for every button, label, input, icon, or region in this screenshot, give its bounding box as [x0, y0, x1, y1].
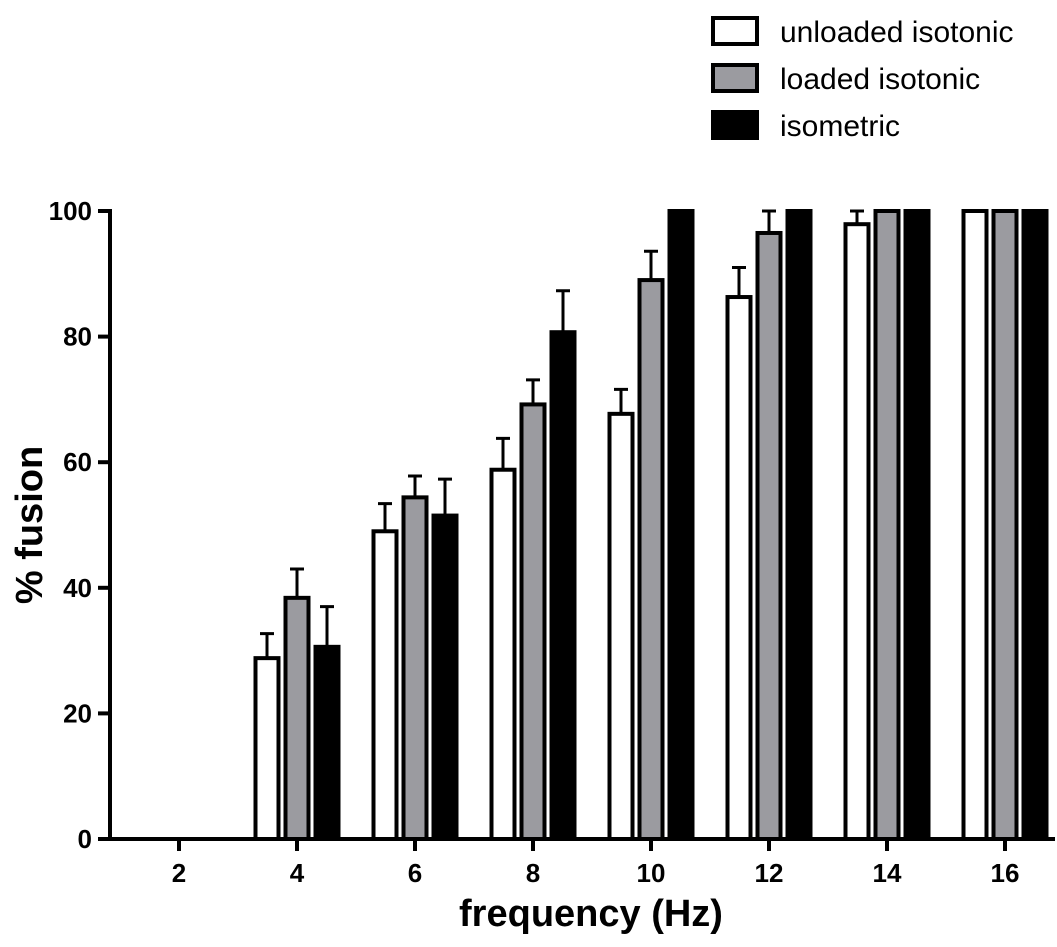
- bar-loaded-isotonic-10: [637, 278, 665, 841]
- x-axis-title: frequency (Hz): [459, 893, 723, 935]
- y-tick-label: 0: [78, 824, 92, 854]
- bar-isometric-16: [1021, 209, 1049, 841]
- error-bar-unloaded-isotonic-8: [496, 436, 510, 470]
- legend-swatch: [711, 63, 759, 93]
- y-tick-label: 60: [63, 447, 92, 477]
- error-bar-unloaded-isotonic-10: [614, 387, 628, 414]
- bar-unloaded-isotonic-4: [253, 656, 281, 841]
- bar-loaded-isotonic-14: [873, 209, 901, 841]
- error-bar-unloaded-isotonic-4: [260, 632, 274, 659]
- y-axis: 0 20 40 60 80 100: [49, 196, 112, 854]
- x-tick-label: 6: [408, 858, 422, 888]
- error-bar-isometric-6: [438, 477, 452, 516]
- legend-label: loaded isotonic: [780, 63, 980, 96]
- y-tick-label: 20: [63, 698, 92, 728]
- bar-unloaded-isotonic-8: [489, 467, 517, 841]
- error-bar-unloaded-isotonic-6: [378, 502, 392, 532]
- bar-loaded-isotonic-12: [755, 230, 783, 842]
- bar-loaded-isotonic-8: [519, 402, 547, 841]
- legend-label: unloaded isotonic: [780, 16, 1014, 49]
- bar-loaded-isotonic-4: [283, 595, 311, 842]
- error-bar-loaded-isotonic-12: [762, 209, 776, 233]
- error-bar-unloaded-isotonic-14: [850, 209, 864, 225]
- bar-loaded-isotonic-16: [991, 209, 1019, 841]
- legend: unloaded isotonic loaded isotonic isometri…: [711, 16, 1014, 143]
- error-bar-loaded-isotonic-6: [408, 474, 422, 498]
- bar-loaded-isotonic-6: [401, 495, 429, 841]
- error-bar-loaded-isotonic-8: [526, 378, 540, 405]
- x-tick-label: 16: [991, 858, 1020, 888]
- y-tick-label: 80: [63, 322, 92, 352]
- legend-swatch: [711, 110, 759, 140]
- legend-item: isometric: [711, 110, 900, 143]
- bars: [253, 209, 1049, 842]
- error-bar-unloaded-isotonic-12: [732, 266, 746, 298]
- error-bar-loaded-isotonic-10: [644, 249, 658, 281]
- x-tick-label: 2: [172, 858, 186, 888]
- legend-label: isometric: [780, 110, 900, 143]
- x-tick-label: 10: [637, 858, 666, 888]
- bar-unloaded-isotonic-16: [961, 209, 989, 841]
- bar-unloaded-isotonic-10: [607, 411, 635, 841]
- x-tick-label: 4: [290, 858, 305, 888]
- error-bar-loaded-isotonic-4: [290, 567, 304, 598]
- bar-unloaded-isotonic-14: [843, 222, 871, 842]
- bar-isometric-14: [903, 209, 931, 841]
- x-tick-label: 14: [873, 858, 902, 888]
- legend-swatch: [711, 16, 759, 46]
- x-tick-label: 8: [526, 858, 540, 888]
- error-bar-isometric-8: [556, 289, 570, 333]
- error-bar-isometric-4: [320, 605, 334, 647]
- legend-item: unloaded isotonic: [711, 16, 1014, 49]
- bar-isometric-4: [313, 644, 341, 841]
- y-tick-label: 100: [49, 196, 92, 226]
- bar-isometric-8: [549, 330, 577, 841]
- x-axis: 2 4 6 8 10 12 14 16: [108, 837, 1055, 888]
- bar-isometric-12: [785, 209, 813, 841]
- legend-item: loaded isotonic: [711, 63, 980, 96]
- y-tick-label: 40: [63, 573, 92, 603]
- bar-unloaded-isotonic-12: [725, 295, 753, 841]
- bar-isometric-10: [667, 209, 695, 841]
- x-tick-label: 12: [755, 858, 784, 888]
- bar-isometric-6: [431, 513, 459, 842]
- bar-unloaded-isotonic-6: [371, 529, 399, 842]
- y-axis-title: % fusion: [9, 446, 51, 604]
